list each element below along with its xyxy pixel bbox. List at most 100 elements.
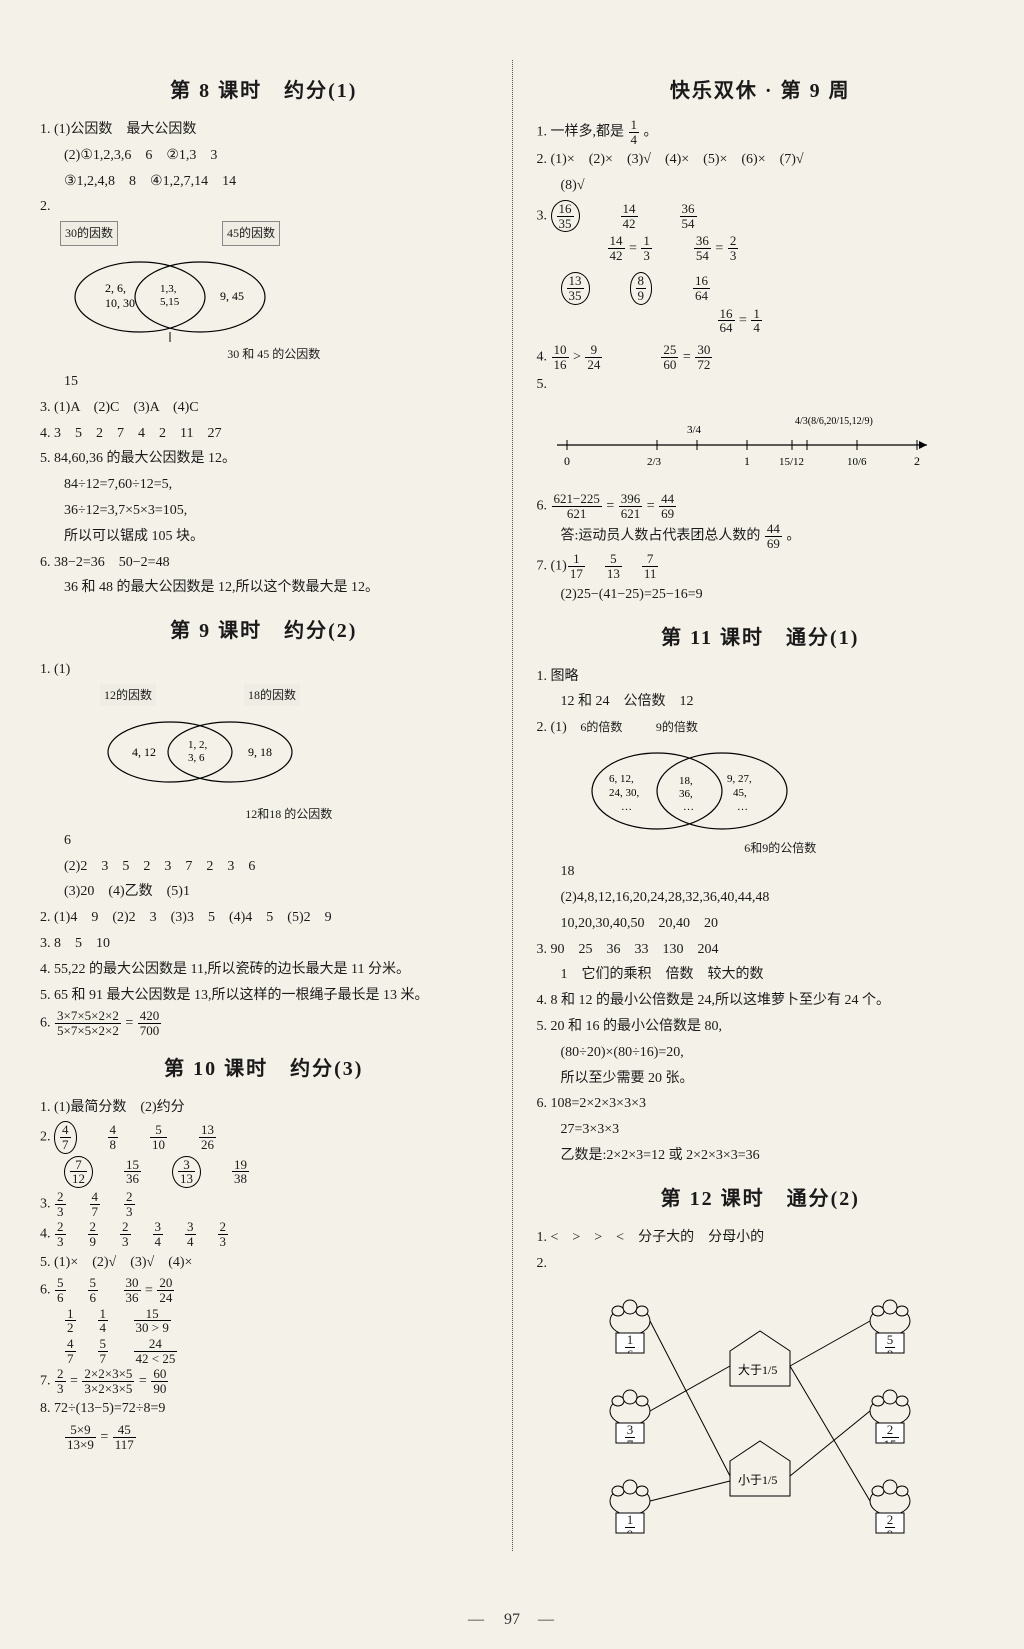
s11-q2-2a: (2)4,8,12,16,20,24,28,32,36,40,44,48 <box>537 886 985 910</box>
svg-text:3/4: 3/4 <box>687 424 702 436</box>
number-line: 0 2/3 3/4 1 15/12 4/3(8/6,20/15,12/9) 10… <box>547 405 985 484</box>
right-column: 快乐双休 · 第 9 周 1. 一样多,都是 14 。 2. (1)× (2)×… <box>537 60 985 1551</box>
s11-q6c: 乙数是:2×2×3=12 或 2×2×3×3=36 <box>537 1144 985 1168</box>
s11-venn: 6, 12, 24, 30, … 18, 36, … 9, 27, 45, … <box>577 746 797 836</box>
venn-label-right: 9的倍数 <box>656 720 698 734</box>
frac-den: 3×2×3×5 <box>82 1382 134 1396</box>
s8-venn-bottom: 30 和 45 的公因数 <box>60 344 488 364</box>
svg-text:3, 6: 3, 6 <box>188 752 205 764</box>
svg-text:24, 30,: 24, 30, <box>609 787 640 799</box>
venn-label-left: 6的倍数 <box>580 720 622 734</box>
s11-q1a: 1. 图略 <box>537 665 985 689</box>
svg-text:18,: 18, <box>679 775 693 787</box>
svg-text:5,15: 5,15 <box>160 296 180 308</box>
s8-venn-labels: 30的因数 45的因数 <box>60 221 280 245</box>
svg-text:45,: 45, <box>733 787 747 799</box>
svg-text:2: 2 <box>914 454 920 468</box>
s10-q3: 3. 234723 <box>40 1190 488 1218</box>
s9-q3: 3. 8 5 10 <box>40 932 488 956</box>
s8-q5c: 36÷12=3,7×5×3=105, <box>40 499 488 523</box>
heading-s10: 第 10 课时 约分(3) <box>40 1052 488 1086</box>
text: 2. (1) <box>537 720 567 735</box>
frac-den: 13×9 <box>65 1438 96 1452</box>
w9-q3-row4: 1664 = 14 <box>717 307 985 335</box>
svg-text:…: … <box>621 801 632 813</box>
s10-q5: 5. (1)× (2)√ (3)√ (4)× <box>40 1251 488 1275</box>
s12-q2-label: 2. <box>537 1252 985 1276</box>
s10-q4: 4. 232923343423 <box>40 1220 488 1248</box>
s8-q1-1: 1. (1)公因数 最大公因数 <box>40 118 488 142</box>
w9-q6: 6. 621−225621 = 396621 = 4469 <box>537 492 985 520</box>
s11-q2-label: 2. (1) 6的倍数 9的倍数 <box>537 716 985 740</box>
svg-text:…: … <box>737 801 748 813</box>
s9-q1-3: (3)20 (4)乙数 (5)1 <box>40 880 488 904</box>
w9-q2a: 2. (1)× (2)× (3)√ (4)× (5)× (6)× (7)√ <box>537 148 985 172</box>
s10-q8b: 5×913×9 = 45117 <box>40 1423 488 1451</box>
venn-label-right: 45的因数 <box>222 221 280 245</box>
w9-q3-row1: 3. 163514423654 <box>537 200 985 232</box>
s8-q6a: 6. 38−2=36 50−2=48 <box>40 551 488 575</box>
s8-q2-ans: 15 <box>40 370 488 394</box>
s9-q6: 6. 3×7×5×2×25×7×5×2×2 = 420700 <box>40 1009 488 1037</box>
s8-q6b: 36 和 48 的最大公因数是 12,所以这个数最大是 12。 <box>40 576 488 600</box>
s9-venn-bottom: 12和18 的公因数 <box>90 804 488 824</box>
s10-q6c: 4757 2442 < 25 <box>40 1337 488 1365</box>
svg-text:9, 45: 9, 45 <box>220 289 244 303</box>
s11-q2-ans: 18 <box>537 860 985 884</box>
venn-label-left: 30的因数 <box>60 221 118 245</box>
s9-venn: 4, 12 1, 2, 3, 6 9, 18 <box>90 712 310 802</box>
s8-q2-label: 2. <box>40 195 488 219</box>
s9-q1-ans: 6 <box>40 829 488 853</box>
w9-q5: 5. <box>537 373 985 397</box>
s10-q6a: 6. 5656 3036 = 2024 <box>40 1276 488 1304</box>
svg-text:…: … <box>683 801 694 813</box>
s11-q3a: 3. 90 25 36 33 130 204 <box>537 938 985 962</box>
op: = <box>683 349 691 364</box>
s9-q5: 5. 65 和 91 最大公因数是 13,所以这样的一根绳子最长是 13 米。 <box>40 984 488 1008</box>
frac-num: 3×7×5×2×2 <box>55 1009 121 1024</box>
heading-s12: 第 12 课时 通分(2) <box>537 1182 985 1216</box>
s10-q2-row2: 71215363131938 <box>40 1156 488 1188</box>
svg-text:15/12: 15/12 <box>779 456 804 468</box>
frac-num: 420 <box>138 1009 162 1024</box>
svg-text:10, 30: 10, 30 <box>105 296 135 310</box>
w9-q4: 4. 1016 > 924 2560 = 3072 <box>537 343 985 371</box>
s11-q5a: 5. 20 和 16 的最小公倍数是 80, <box>537 1015 985 1039</box>
s8-q1-2: (2)①1,2,3,6 6 ②1,3 3 <box>40 144 488 168</box>
svg-text:36,: 36, <box>679 788 693 800</box>
s9-venn-labels: 12的因数 18的因数 <box>100 684 300 706</box>
s11-q5b: (80÷20)×(80÷16)=20, <box>537 1041 985 1065</box>
s12-q1: 1. < > > < 分子大的 分母小的 <box>537 1226 985 1250</box>
s11-q6b: 27=3×3×3 <box>537 1118 985 1142</box>
svg-text:6, 12,: 6, 12, <box>609 773 634 785</box>
s11-venn-bottom: 6和9的公倍数 <box>577 838 985 858</box>
s11-q3b: 1 它们的乘积 倍数 较大的数 <box>537 963 985 987</box>
heading-w9: 快乐双休 · 第 9 周 <box>537 74 985 108</box>
s8-q3: 3. (1)A (2)C (3)A (4)C <box>40 396 488 420</box>
svg-text:1,3,: 1,3, <box>160 283 177 295</box>
svg-text:2/3: 2/3 <box>647 456 662 468</box>
w9-q2b: (8)√ <box>537 174 985 198</box>
s11-q1b: 12 和 24 公倍数 12 <box>537 690 985 714</box>
svg-text:2, 6,: 2, 6, <box>105 281 126 295</box>
text: 。 <box>644 124 658 139</box>
text: 。 <box>786 529 800 544</box>
column-divider <box>512 60 513 1551</box>
svg-text:1: 1 <box>744 454 750 468</box>
svg-text:4/3(8/6,20/15,12/9): 4/3(8/6,20/15,12/9) <box>795 416 873 427</box>
heading-s9: 第 9 课时 约分(2) <box>40 614 488 648</box>
s10-q7: 7. 23 = 2×2×3×53×2×3×5 = 6090 <box>40 1367 488 1395</box>
text: 1. 一样多,都是 <box>537 124 625 139</box>
frac-den: 700 <box>138 1024 162 1038</box>
s8-q5b: 84÷12=7,60÷12=5, <box>40 473 488 497</box>
s10-q8a: 8. 72÷(13−5)=72÷8=9 <box>40 1397 488 1421</box>
w9-q3-row3: 1335891664 <box>537 272 985 304</box>
s10-q2: 2. 47485101326 <box>40 1121 488 1153</box>
frac-num: 5×9 <box>65 1423 96 1438</box>
s8-venn: 2, 6, 10, 30 1,3, 5,15 9, 45 <box>60 252 280 342</box>
svg-text:9, 18: 9, 18 <box>248 745 272 759</box>
page-number: 97 <box>504 1611 520 1628</box>
s8-q5a: 5. 84,60,36 的最大公因数是 12。 <box>40 447 488 471</box>
s9-q1-2: (2)2 3 5 2 3 7 2 3 6 <box>40 855 488 879</box>
venn-label-left: 12的因数 <box>100 684 156 706</box>
